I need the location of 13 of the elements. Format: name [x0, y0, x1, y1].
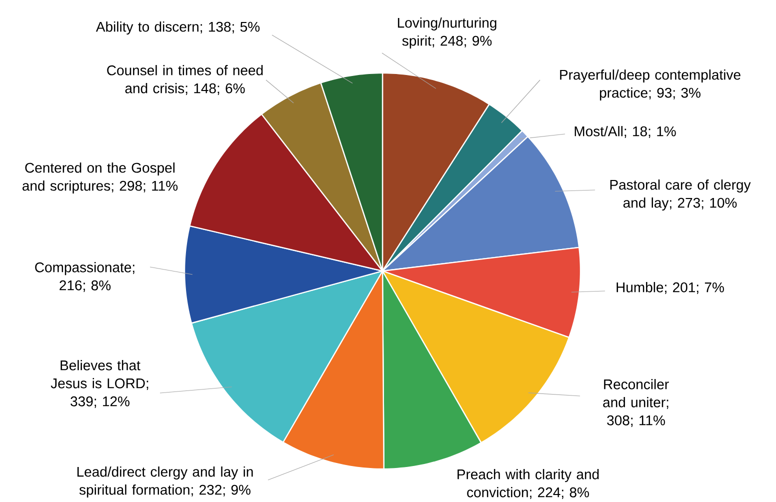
- slice-label: Ability to discern; 138; 5%: [96, 21, 260, 35]
- slice-label: Loving/nurturing spirit; 248; 9%: [398, 17, 496, 49]
- slice-label: Most/All; 18; 1%: [574, 126, 676, 138]
- slice-label: Humble; 201; 7%: [616, 282, 724, 294]
- slice-label: Reconciler and uniter; 308; 11%: [603, 379, 669, 427]
- slice-label: Lead/direct clergy and lay in spiritual formation; 232; 9%: [77, 466, 253, 498]
- slice-label: Believes that Jesus is LORD; 339; 12%: [50, 360, 148, 408]
- slice-label: Compassionate; 216; 8%: [35, 262, 134, 292]
- slice-label: Counsel in times of need and crisis; 148; 6%: [107, 65, 263, 95]
- slice-label: Preach with clarity and conviction; 224; 8%: [458, 469, 599, 499]
- slice-label: Centered on the Gospel and scriptures; 298; 11%: [22, 162, 178, 194]
- slice-label: Prayerful/deep contemplative practice; 93; 3%: [560, 69, 740, 101]
- slice-label: Pastoral care of clergy and lay; 273; 10%: [610, 179, 751, 211]
